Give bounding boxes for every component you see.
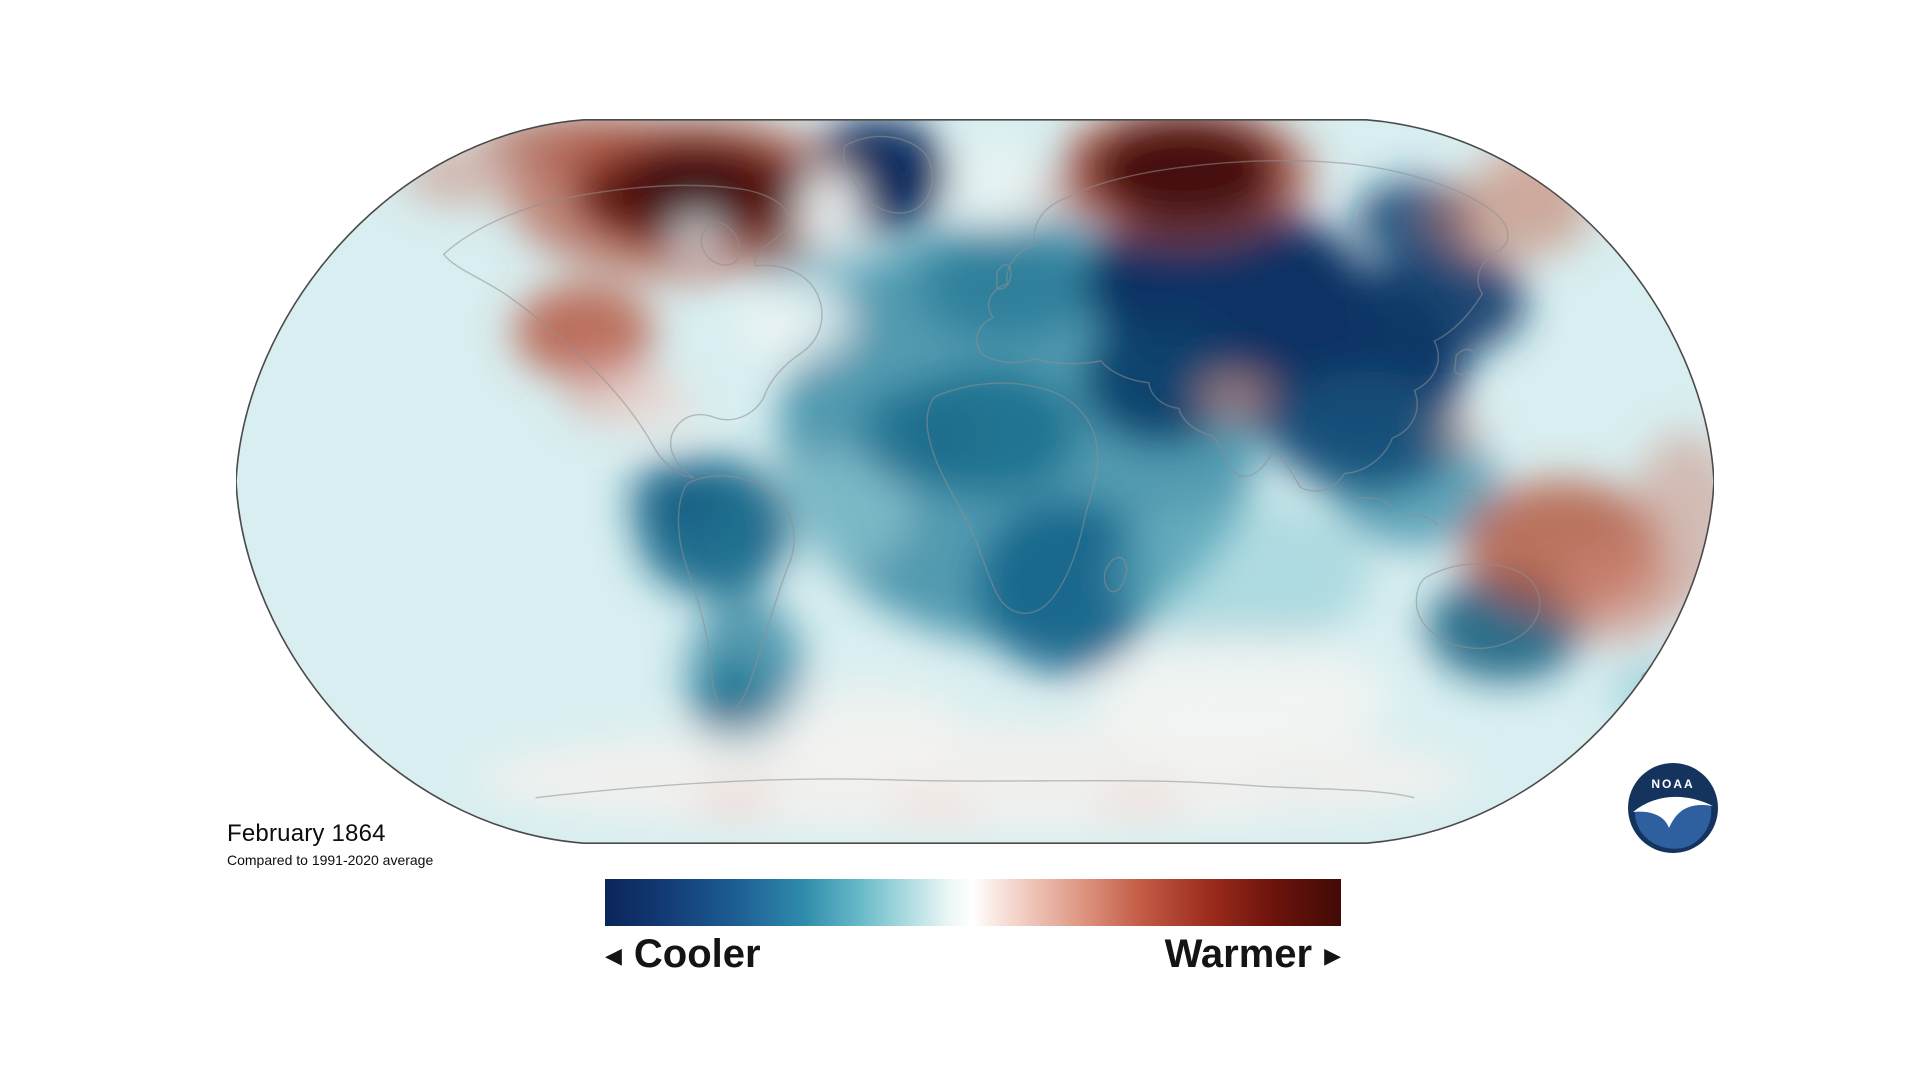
cooler-label-group: ◀ Cooler [605,932,761,977]
anomaly-map-svg [236,119,1714,844]
coastline-africa [926,382,1099,614]
coastline-britain [996,264,1012,290]
anomaly-blob [1433,412,1486,452]
coastline-north-america [442,184,823,479]
colorbar-labels: ◀ Cooler Warmer ▶ [605,932,1341,977]
anomaly-blob [1271,370,1462,494]
anomaly-blob [671,212,724,253]
coastline-eurasia [975,159,1509,492]
anomaly-blob [1355,247,1526,357]
map-baseline-label: Compared to 1991-2020 average [227,852,434,868]
anomaly-blob [1083,313,1240,444]
coastline-japan [1453,348,1476,375]
anomaly-blob [629,461,726,533]
map-outline [236,119,1714,844]
anomaly-blob [1612,661,1693,721]
anomaly-field [401,119,1714,833]
coastline-greenland [843,135,934,214]
coastline-australia [1415,562,1541,649]
cooler-label: Cooler [633,932,761,976]
anomaly-blob [1093,785,1186,814]
anomaly-blob [798,168,863,252]
coastline-indonesia [1354,489,1479,526]
coastline-hudson-bay [700,221,741,266]
anomaly-blob [1089,119,1280,223]
warmer-label-group: Warmer ▶ [1165,932,1341,977]
coastline-south-america [677,475,795,718]
right-arrow-icon: ▶ [1324,943,1341,969]
noaa-bird-icon [1633,796,1713,828]
colorbar [605,879,1341,926]
anomaly-map [236,106,1714,857]
anomaly-blob [885,790,985,819]
anomaly-blob [737,279,854,363]
anomaly-blob [921,237,1091,341]
map-date-label: February 1864 [227,820,386,847]
anomaly-blob [1197,371,1274,420]
anomaly-blob [760,451,911,571]
anomaly-blob [1111,500,1372,649]
noaa-logo-svg: NOAA [1628,763,1718,853]
coastlines [442,135,1663,799]
anomaly-blob [774,681,965,776]
anomaly-blob [977,500,1154,675]
left-arrow-icon: ◀ [605,943,622,969]
coastline-madagascar [1103,556,1128,593]
anomaly-blob [859,385,979,485]
anomaly-blob [1484,130,1625,200]
warmer-label: Warmer [1164,932,1313,976]
anomaly-blob [1091,637,1392,761]
noaa-logo: NOAA [1627,762,1719,854]
noaa-logo-text: NOAA [1651,777,1694,791]
coastline-antarctica [535,778,1415,799]
title-block: February 1864 Compared to 1991-2020 aver… [227,820,433,868]
anomaly-blob [602,378,699,431]
anomaly-blob [693,783,778,816]
anomaly-blob [949,141,1045,229]
